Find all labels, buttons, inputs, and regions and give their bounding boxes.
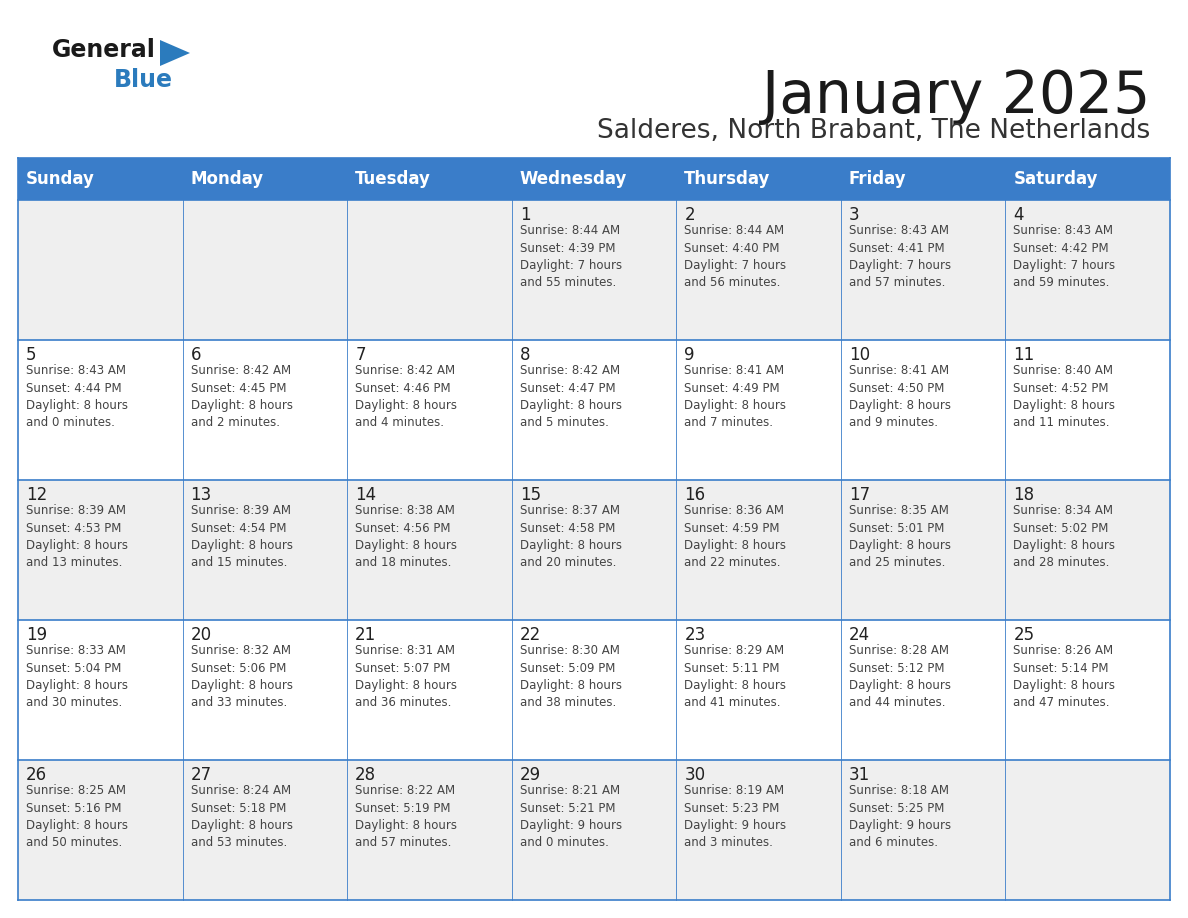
Text: Sunrise: 8:44 AM
Sunset: 4:39 PM
Daylight: 7 hours
and 55 minutes.: Sunrise: 8:44 AM Sunset: 4:39 PM Dayligh… <box>519 224 621 289</box>
Text: 20: 20 <box>190 626 211 644</box>
Text: Sunrise: 8:41 AM
Sunset: 4:49 PM
Daylight: 8 hours
and 7 minutes.: Sunrise: 8:41 AM Sunset: 4:49 PM Dayligh… <box>684 364 786 430</box>
Text: 28: 28 <box>355 766 377 784</box>
Text: Sunrise: 8:41 AM
Sunset: 4:50 PM
Daylight: 8 hours
and 9 minutes.: Sunrise: 8:41 AM Sunset: 4:50 PM Dayligh… <box>849 364 950 430</box>
Text: Sunrise: 8:26 AM
Sunset: 5:14 PM
Daylight: 8 hours
and 47 minutes.: Sunrise: 8:26 AM Sunset: 5:14 PM Dayligh… <box>1013 644 1116 710</box>
Bar <box>18 760 1170 900</box>
Text: General: General <box>52 38 156 62</box>
Text: 14: 14 <box>355 486 377 504</box>
Text: Sunrise: 8:38 AM
Sunset: 4:56 PM
Daylight: 8 hours
and 18 minutes.: Sunrise: 8:38 AM Sunset: 4:56 PM Dayligh… <box>355 504 457 569</box>
Text: Sunrise: 8:21 AM
Sunset: 5:21 PM
Daylight: 9 hours
and 0 minutes.: Sunrise: 8:21 AM Sunset: 5:21 PM Dayligh… <box>519 784 621 849</box>
Text: 1: 1 <box>519 206 530 224</box>
Text: January 2025: January 2025 <box>762 68 1150 125</box>
Text: 10: 10 <box>849 346 870 364</box>
Text: 23: 23 <box>684 626 706 644</box>
Text: 29: 29 <box>519 766 541 784</box>
Text: Sunrise: 8:33 AM
Sunset: 5:04 PM
Daylight: 8 hours
and 30 minutes.: Sunrise: 8:33 AM Sunset: 5:04 PM Dayligh… <box>26 644 128 710</box>
Text: 22: 22 <box>519 626 541 644</box>
Text: Thursday: Thursday <box>684 170 771 188</box>
Text: 27: 27 <box>190 766 211 784</box>
Text: 2: 2 <box>684 206 695 224</box>
Text: Sunrise: 8:44 AM
Sunset: 4:40 PM
Daylight: 7 hours
and 56 minutes.: Sunrise: 8:44 AM Sunset: 4:40 PM Dayligh… <box>684 224 786 289</box>
Text: Sunrise: 8:29 AM
Sunset: 5:11 PM
Daylight: 8 hours
and 41 minutes.: Sunrise: 8:29 AM Sunset: 5:11 PM Dayligh… <box>684 644 786 710</box>
Bar <box>18 158 1170 200</box>
Text: Sunrise: 8:24 AM
Sunset: 5:18 PM
Daylight: 8 hours
and 53 minutes.: Sunrise: 8:24 AM Sunset: 5:18 PM Dayligh… <box>190 784 292 849</box>
Text: 31: 31 <box>849 766 870 784</box>
Text: 24: 24 <box>849 626 870 644</box>
Text: Sunrise: 8:25 AM
Sunset: 5:16 PM
Daylight: 8 hours
and 50 minutes.: Sunrise: 8:25 AM Sunset: 5:16 PM Dayligh… <box>26 784 128 849</box>
Text: 25: 25 <box>1013 626 1035 644</box>
Text: Sunrise: 8:30 AM
Sunset: 5:09 PM
Daylight: 8 hours
and 38 minutes.: Sunrise: 8:30 AM Sunset: 5:09 PM Dayligh… <box>519 644 621 710</box>
Text: 8: 8 <box>519 346 530 364</box>
Text: 21: 21 <box>355 626 377 644</box>
Text: Sunrise: 8:39 AM
Sunset: 4:53 PM
Daylight: 8 hours
and 13 minutes.: Sunrise: 8:39 AM Sunset: 4:53 PM Dayligh… <box>26 504 128 569</box>
Text: 18: 18 <box>1013 486 1035 504</box>
Text: Sunrise: 8:40 AM
Sunset: 4:52 PM
Daylight: 8 hours
and 11 minutes.: Sunrise: 8:40 AM Sunset: 4:52 PM Dayligh… <box>1013 364 1116 430</box>
Text: Sunrise: 8:19 AM
Sunset: 5:23 PM
Daylight: 9 hours
and 3 minutes.: Sunrise: 8:19 AM Sunset: 5:23 PM Dayligh… <box>684 784 786 849</box>
Text: Sunrise: 8:22 AM
Sunset: 5:19 PM
Daylight: 8 hours
and 57 minutes.: Sunrise: 8:22 AM Sunset: 5:19 PM Dayligh… <box>355 784 457 849</box>
Text: Tuesday: Tuesday <box>355 170 431 188</box>
Bar <box>18 340 1170 480</box>
Text: Sunrise: 8:34 AM
Sunset: 5:02 PM
Daylight: 8 hours
and 28 minutes.: Sunrise: 8:34 AM Sunset: 5:02 PM Dayligh… <box>1013 504 1116 569</box>
Polygon shape <box>160 40 190 66</box>
Text: 6: 6 <box>190 346 201 364</box>
Text: Saturday: Saturday <box>1013 170 1098 188</box>
Text: Sunrise: 8:39 AM
Sunset: 4:54 PM
Daylight: 8 hours
and 15 minutes.: Sunrise: 8:39 AM Sunset: 4:54 PM Dayligh… <box>190 504 292 569</box>
Bar <box>18 620 1170 760</box>
Bar <box>18 480 1170 620</box>
Text: Wednesday: Wednesday <box>519 170 627 188</box>
Bar <box>18 200 1170 340</box>
Text: 17: 17 <box>849 486 870 504</box>
Text: Sunrise: 8:43 AM
Sunset: 4:44 PM
Daylight: 8 hours
and 0 minutes.: Sunrise: 8:43 AM Sunset: 4:44 PM Dayligh… <box>26 364 128 430</box>
Text: Sunday: Sunday <box>26 170 95 188</box>
Text: 4: 4 <box>1013 206 1024 224</box>
Text: 19: 19 <box>26 626 48 644</box>
Text: Blue: Blue <box>114 68 173 92</box>
Text: 7: 7 <box>355 346 366 364</box>
Text: Sunrise: 8:42 AM
Sunset: 4:47 PM
Daylight: 8 hours
and 5 minutes.: Sunrise: 8:42 AM Sunset: 4:47 PM Dayligh… <box>519 364 621 430</box>
Text: Sunrise: 8:32 AM
Sunset: 5:06 PM
Daylight: 8 hours
and 33 minutes.: Sunrise: 8:32 AM Sunset: 5:06 PM Dayligh… <box>190 644 292 710</box>
Text: Sunrise: 8:36 AM
Sunset: 4:59 PM
Daylight: 8 hours
and 22 minutes.: Sunrise: 8:36 AM Sunset: 4:59 PM Dayligh… <box>684 504 786 569</box>
Text: Sunrise: 8:42 AM
Sunset: 4:46 PM
Daylight: 8 hours
and 4 minutes.: Sunrise: 8:42 AM Sunset: 4:46 PM Dayligh… <box>355 364 457 430</box>
Text: Salderes, North Brabant, The Netherlands: Salderes, North Brabant, The Netherlands <box>596 118 1150 144</box>
Text: Sunrise: 8:28 AM
Sunset: 5:12 PM
Daylight: 8 hours
and 44 minutes.: Sunrise: 8:28 AM Sunset: 5:12 PM Dayligh… <box>849 644 950 710</box>
Text: 11: 11 <box>1013 346 1035 364</box>
Text: Sunrise: 8:42 AM
Sunset: 4:45 PM
Daylight: 8 hours
and 2 minutes.: Sunrise: 8:42 AM Sunset: 4:45 PM Dayligh… <box>190 364 292 430</box>
Text: Sunrise: 8:18 AM
Sunset: 5:25 PM
Daylight: 9 hours
and 6 minutes.: Sunrise: 8:18 AM Sunset: 5:25 PM Dayligh… <box>849 784 950 849</box>
Text: 30: 30 <box>684 766 706 784</box>
Text: Monday: Monday <box>190 170 264 188</box>
Text: 26: 26 <box>26 766 48 784</box>
Text: Sunrise: 8:35 AM
Sunset: 5:01 PM
Daylight: 8 hours
and 25 minutes.: Sunrise: 8:35 AM Sunset: 5:01 PM Dayligh… <box>849 504 950 569</box>
Text: Sunrise: 8:43 AM
Sunset: 4:42 PM
Daylight: 7 hours
and 59 minutes.: Sunrise: 8:43 AM Sunset: 4:42 PM Dayligh… <box>1013 224 1116 289</box>
Text: 3: 3 <box>849 206 859 224</box>
Text: 9: 9 <box>684 346 695 364</box>
Text: 12: 12 <box>26 486 48 504</box>
Text: 16: 16 <box>684 486 706 504</box>
Text: Friday: Friday <box>849 170 906 188</box>
Text: Sunrise: 8:37 AM
Sunset: 4:58 PM
Daylight: 8 hours
and 20 minutes.: Sunrise: 8:37 AM Sunset: 4:58 PM Dayligh… <box>519 504 621 569</box>
Text: 15: 15 <box>519 486 541 504</box>
Text: 5: 5 <box>26 346 37 364</box>
Text: Sunrise: 8:31 AM
Sunset: 5:07 PM
Daylight: 8 hours
and 36 minutes.: Sunrise: 8:31 AM Sunset: 5:07 PM Dayligh… <box>355 644 457 710</box>
Text: 13: 13 <box>190 486 211 504</box>
Text: Sunrise: 8:43 AM
Sunset: 4:41 PM
Daylight: 7 hours
and 57 minutes.: Sunrise: 8:43 AM Sunset: 4:41 PM Dayligh… <box>849 224 950 289</box>
